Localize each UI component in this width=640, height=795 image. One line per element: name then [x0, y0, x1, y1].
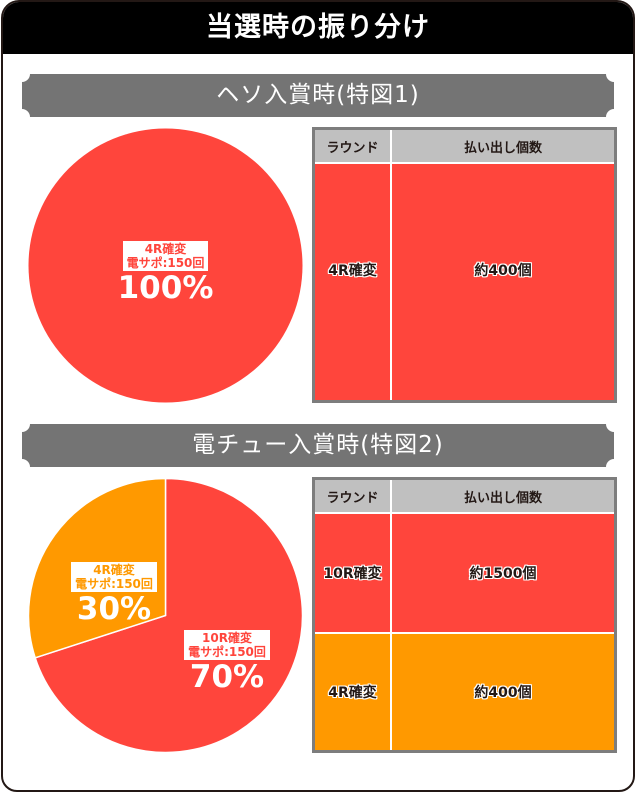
section-heading-denchu: 電チュー入賞時(特図2)	[22, 424, 614, 467]
pie-tag: 4R確変 電サポ:150回	[71, 562, 157, 592]
pie-tag-round: 4R確変	[144, 242, 187, 256]
pie-label-4r: 4R確変 電サポ:150回 30%	[60, 562, 168, 626]
pie-chart-denchu: 4R確変 電サポ:150回 30% 10R確変 電サポ:150回 70%	[28, 478, 303, 753]
section-heading-text: ヘソ入賞時(特図1)	[216, 82, 420, 108]
pie-tag-support: 電サポ:150回	[188, 645, 266, 659]
ribbon-banner-shape	[22, 424, 614, 467]
payout-table-heso: ラウンド 払い出し個数 4R確変 約400個	[312, 127, 617, 403]
pie-label-10r: 10R確変 電サポ:150回 70%	[173, 630, 281, 694]
cell-payout: 約400個	[474, 685, 532, 701]
cell-payout: 約400個	[474, 263, 532, 279]
pie-tag-round: 4R確変	[93, 563, 135, 577]
cell-payout: 約1500個	[469, 566, 537, 582]
pie-slice-10r	[34, 478, 303, 753]
ribbon-banner-shape	[22, 74, 614, 117]
cell-round: 10R確変	[315, 514, 392, 632]
table-row: 4R確変 約400個	[315, 634, 614, 750]
section-heading-text: 電チュー入賞時(特図2)	[192, 432, 444, 458]
pie-tag-support: 電サポ:150回	[75, 577, 153, 591]
column-header-payout: 払い出し個数	[463, 490, 542, 506]
pie-percent: 70%	[189, 659, 265, 695]
pie-tag-round: 10R確変	[202, 631, 252, 645]
column-header-payout: 払い出し個数	[463, 140, 542, 156]
pie-percent: 30%	[76, 591, 152, 627]
section-heading-heso: ヘソ入賞時(特図1)	[22, 74, 614, 117]
pie-chart-heso: 4R確変 電サポ:150回 100%	[28, 128, 303, 403]
payout-table-denchu: ラウンド 払い出し個数 10R確変 約1500個 4R確変 約400個	[312, 477, 617, 753]
pie-tag-support: 電サポ:150回	[126, 256, 205, 270]
page-title: 当選時の振り分け	[3, 2, 633, 54]
table-header: ラウンド 払い出し個数	[315, 480, 614, 514]
cell-round: 4R確変	[315, 164, 392, 400]
pie-percent: 100%	[117, 270, 214, 306]
pie-tag: 10R確変 電サポ:150回	[184, 630, 270, 660]
column-header-round: ラウンド	[315, 480, 392, 512]
cell-round: 4R確変	[315, 634, 392, 750]
table-row: 4R確変 約400個	[315, 164, 614, 400]
pie-label-4r: 4R確変 電サポ:150回 100%	[28, 241, 303, 305]
column-header-round: ラウンド	[315, 130, 392, 162]
table-header: ラウンド 払い出し個数	[315, 130, 614, 164]
table-row: 10R確変 約1500個	[315, 514, 614, 634]
pie-tag: 4R確変 電サポ:150回	[122, 241, 209, 271]
